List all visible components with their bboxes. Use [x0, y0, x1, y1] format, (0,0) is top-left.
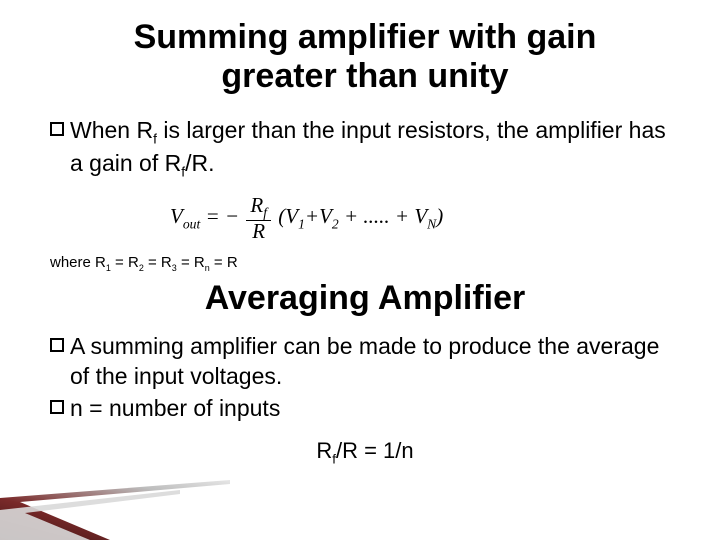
f-lhs-var: V: [170, 204, 183, 228]
f-eq: = −: [206, 204, 240, 228]
f-num-var: R: [250, 193, 263, 217]
bullet1-mid: is larger than the input resistors, the …: [70, 117, 666, 176]
f-t2s: 2: [332, 217, 339, 232]
bullet1-post: /R.: [185, 150, 214, 176]
w-e4: = R: [210, 254, 238, 271]
w-e2: = R: [144, 254, 172, 271]
eq-pre: R: [316, 438, 332, 463]
bullet-2-text: A summing amplifier can be made to produ…: [70, 332, 680, 392]
subtitle: Averaging Amplifier: [50, 279, 680, 318]
f-tnv: V: [414, 204, 427, 228]
w-e3: = R: [177, 254, 205, 271]
slide: Summing amplifier with gain greater than…: [0, 0, 720, 540]
f-t1v: V: [285, 204, 298, 228]
bullet-3: n = number of inputs: [50, 394, 680, 424]
bullet-square-icon: [50, 338, 64, 352]
f-tns: N: [427, 217, 436, 232]
f-den: R: [246, 221, 271, 242]
f-t2v: V: [319, 204, 332, 228]
f-close: ): [436, 204, 443, 228]
title-line-2: greater than unity: [221, 57, 508, 95]
bullet-square-icon: [50, 400, 64, 414]
w-pre: where R: [50, 254, 106, 271]
title-line-1: Summing amplifier with gain: [134, 18, 597, 56]
f-t1s: 1: [298, 217, 305, 232]
bullet1-pre: When R: [70, 117, 153, 143]
bullet-3-text: n = number of inputs: [70, 394, 680, 424]
slide-title: Summing amplifier with gain greater than…: [50, 18, 680, 96]
corner-accent-icon: [0, 480, 230, 540]
bullet-1-text: When Rf is larger than the input resisto…: [70, 116, 680, 181]
f-p1: +: [305, 204, 319, 228]
bullet-2: A summing amplifier can be made to produ…: [50, 332, 680, 392]
final-equation: Rf/R = 1/n: [50, 438, 680, 466]
f-dots: + ..... +: [339, 204, 415, 228]
bullet-1: When Rf is larger than the input resisto…: [50, 116, 680, 181]
where-clause: where R1 = R2 = R3 = Rn = R: [50, 254, 680, 273]
eq-post: /R = 1/n: [336, 438, 414, 463]
w-e1: = R: [111, 254, 139, 271]
bullet-square-icon: [50, 122, 64, 136]
f-frac: Rf R: [246, 195, 271, 242]
vout-formula: Vout = − Rf R (V1+V2 + ..... + VN): [170, 195, 680, 242]
f-lhs-sub: out: [183, 217, 200, 232]
